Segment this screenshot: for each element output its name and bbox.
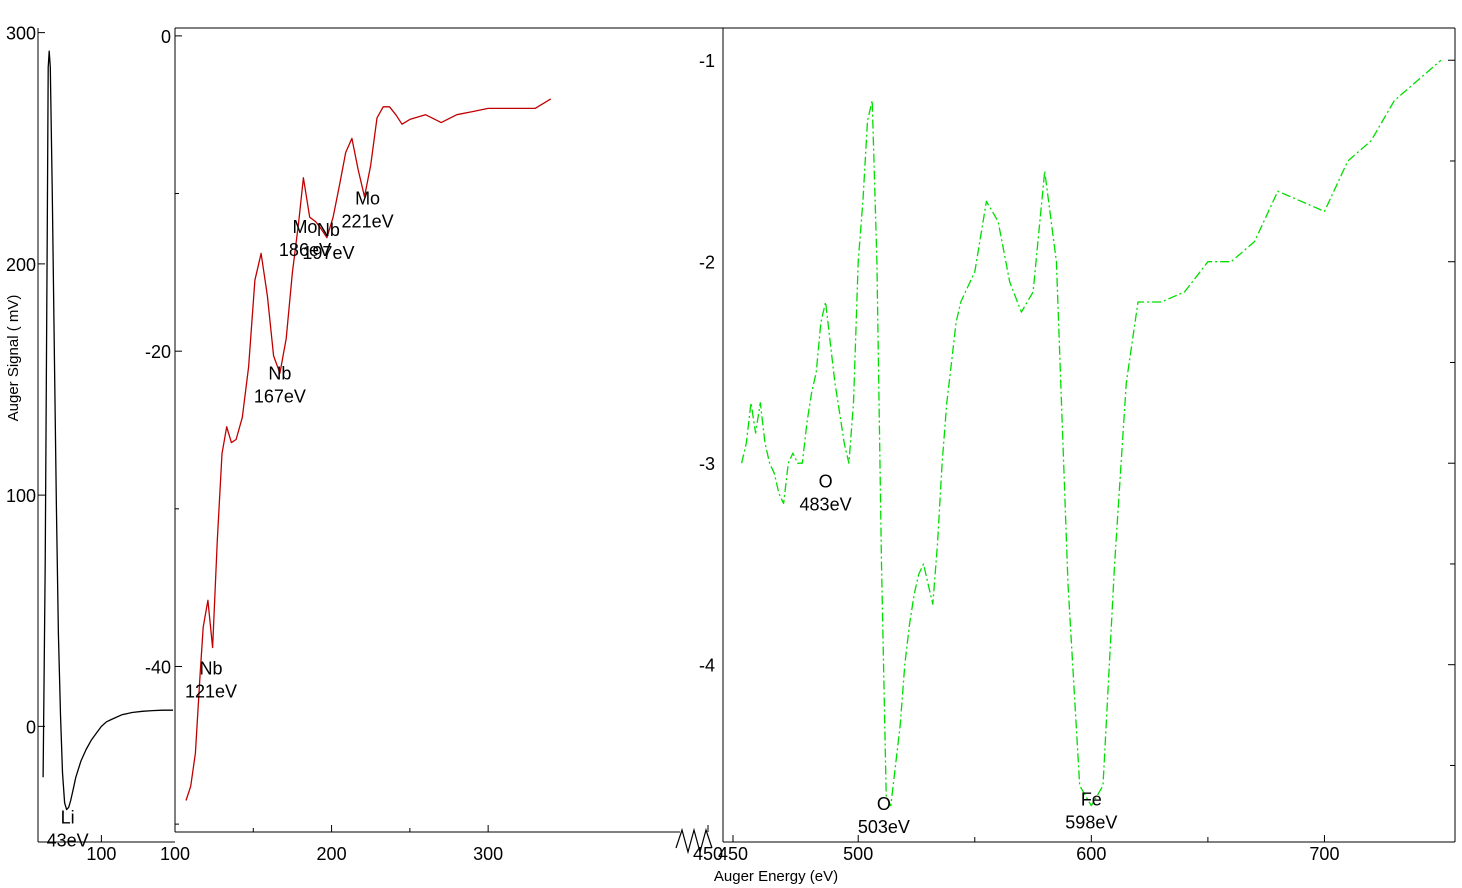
peak-label-element: Fe [1081,790,1102,810]
panel-frames [37,27,1456,855]
panel-2-series-line [740,59,1442,807]
y-axis-title: Auger Signal ( mV) [5,295,22,422]
peak-label-element: O [877,794,891,814]
chart-text: 0 100 200 300 100 Li 43eV 0 -20 -40 100 200 300 450 Nb… [6,24,1340,864]
panel-2-y-tick-label: -4 [699,656,715,676]
panel-2-x-tick-label: 600 [1076,844,1106,864]
panel-0-x-tick-label: 100 [86,844,116,864]
peak-label-element: Nb [268,364,291,384]
peak-label-energy: 503eV [858,817,910,837]
panel-1-x-tick-label: 300 [473,844,503,864]
x-axis-title: Auger Energy (eV) [714,868,838,885]
panel-0-y-tick-label: 0 [26,717,36,737]
peak-label-element: Li [61,808,75,828]
panel-1-x-tick-label: 200 [317,844,347,864]
peak-label-energy: 167eV [254,387,306,407]
panel-0-y-tick-label: 100 [6,486,36,506]
peak-label-energy: 221eV [342,212,394,232]
peak-label-element: Nb [200,658,223,678]
panel-1-x-tick-label: 450 [693,844,723,864]
panel-0-series-line [42,50,173,811]
axis-ticks [38,32,1455,842]
panel-0-y-tick-label: 300 [6,24,36,44]
panel-1-y-tick-label: 0 [161,27,171,47]
panel-0-y-tick-label: 200 [6,255,36,275]
peak-label-energy: 598eV [1065,813,1117,833]
panel-1-y-tick-label: -40 [145,657,171,677]
peak-label-element: Nb [317,220,340,240]
panel-2-x-tick-label: 450 [718,844,748,864]
panel-2-y-tick-label: -3 [699,454,715,474]
axis-break-icon [675,827,713,855]
peak-label-element: O [819,471,833,491]
peak-label-element: Mo [292,217,317,237]
panel-1-y-tick-label: -20 [145,342,171,362]
peak-label-element: Mo [355,189,380,209]
peak-label-energy: 186eV [279,240,331,260]
peak-label-energy: 43eV [47,831,89,851]
panel-2-y-tick-label: -2 [699,253,715,273]
panel-1-series-line [185,98,552,801]
peak-label-energy: 121eV [185,681,237,701]
panel-2-y-tick-label: -1 [699,51,715,71]
panel-1-x-tick-label: 100 [160,844,190,864]
panel-2-x-tick-label: 700 [1309,844,1339,864]
peak-label-energy: 197eV [302,243,354,263]
peak-label-energy: 483eV [800,494,852,514]
panel-2-x-tick-label: 500 [843,844,873,864]
data-series [42,50,1442,811]
